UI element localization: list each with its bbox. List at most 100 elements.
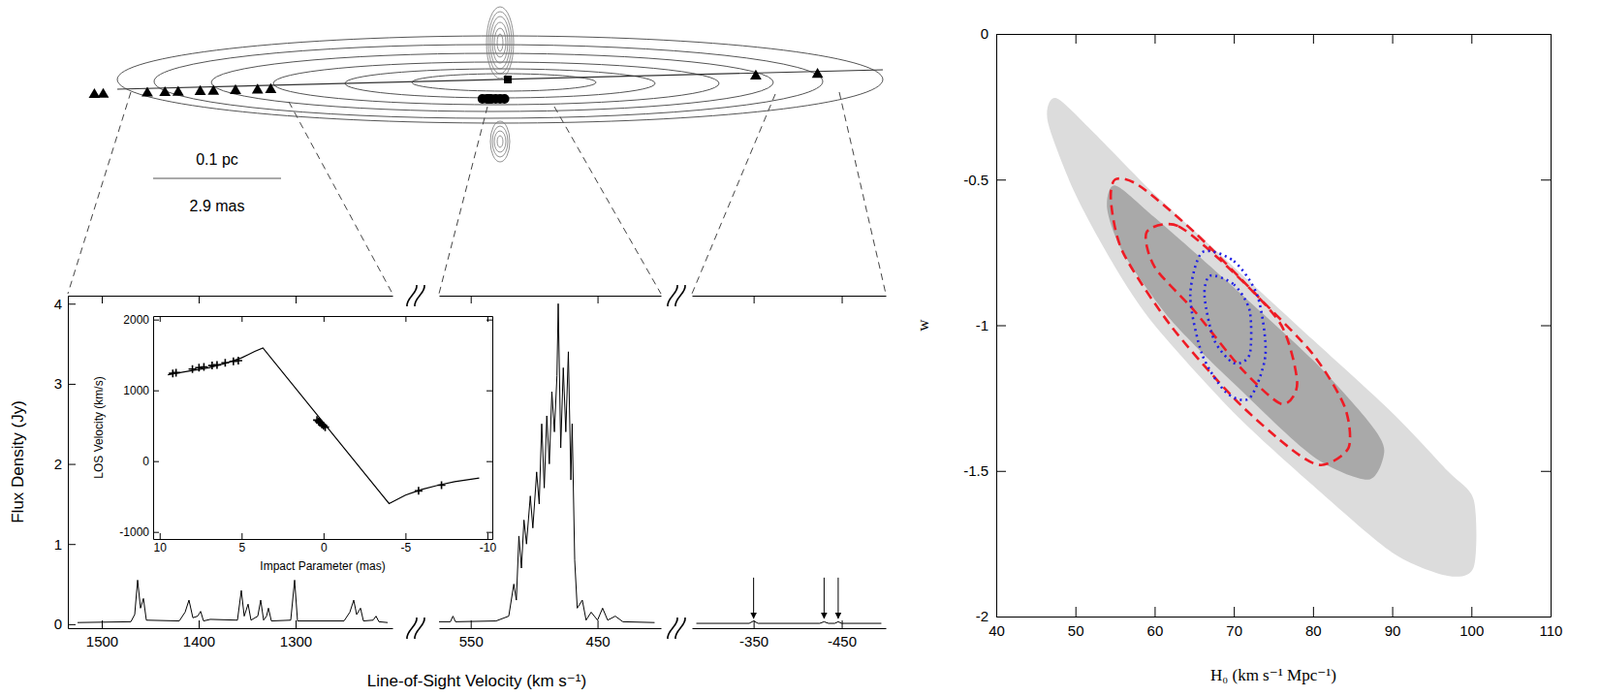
jet-contour xyxy=(497,33,503,52)
data-point xyxy=(234,356,243,365)
axis-break xyxy=(414,617,425,639)
axis-line xyxy=(67,296,69,629)
scale-label: 0.1 pc xyxy=(195,151,239,168)
connector xyxy=(67,92,131,294)
jet-contour xyxy=(490,16,510,69)
tick-mark xyxy=(1233,606,1235,617)
tick-label: -450 xyxy=(827,632,857,650)
tick-mark xyxy=(153,532,159,534)
tick xyxy=(486,461,493,463)
tick-mark xyxy=(487,315,489,322)
tick xyxy=(753,295,755,304)
tick-label: 1400 xyxy=(183,632,216,650)
data-point xyxy=(319,421,328,430)
tick-mark xyxy=(486,319,493,321)
axis xyxy=(1540,34,1552,618)
tick-mark xyxy=(1540,470,1551,472)
axis-line xyxy=(439,295,662,297)
disk-diagram: 0.1 pc 2.9 mas xyxy=(89,6,883,215)
tick-mark xyxy=(1154,33,1156,44)
tick: 3 xyxy=(54,375,76,392)
disk-ring xyxy=(411,73,597,92)
tick-mark xyxy=(486,532,493,534)
tick-mark xyxy=(67,543,76,545)
data-point xyxy=(414,486,423,495)
tick xyxy=(323,315,325,322)
maser-spot xyxy=(251,83,264,94)
tick-mark xyxy=(405,315,407,322)
tick-mark xyxy=(996,470,1006,472)
axis-line xyxy=(997,33,1552,35)
tick-mark xyxy=(996,325,1006,327)
maser-spot xyxy=(265,83,278,94)
tick-label: 5 xyxy=(238,540,246,555)
connector xyxy=(554,106,661,294)
tick-mark xyxy=(153,461,159,463)
axis-line xyxy=(153,316,155,540)
disk-midline xyxy=(117,69,883,90)
tick-label: 0 xyxy=(142,454,150,469)
tick-mark xyxy=(159,533,161,539)
axis-break-bg xyxy=(666,283,687,308)
tick-mark xyxy=(241,315,243,322)
tick-mark xyxy=(67,383,76,385)
axis-title: H₀ (km s⁻¹ Mpc⁻¹) xyxy=(1210,665,1337,685)
connector xyxy=(288,101,393,294)
tick-mark xyxy=(153,390,159,392)
plot-area xyxy=(167,347,479,504)
figure: 0.1 pc2.9 mas15001400130001234550450-350… xyxy=(0,0,1600,697)
tick xyxy=(486,532,493,534)
axis-line xyxy=(997,616,1552,618)
axis-line xyxy=(1550,34,1552,618)
tick-label: 1000 xyxy=(123,383,150,398)
tick: -10 xyxy=(479,533,498,555)
axis: -350 -450 xyxy=(692,620,887,650)
data-point xyxy=(438,481,446,490)
tick xyxy=(470,295,472,304)
scale-label: 2.9 mas xyxy=(189,197,246,215)
contour xyxy=(1190,250,1266,401)
axis-line xyxy=(692,295,887,297)
arrow xyxy=(837,577,839,619)
spectrum-line xyxy=(696,621,882,624)
axis-break-bg xyxy=(666,616,687,640)
axis-title: Impact Parameter (mas) xyxy=(259,559,385,573)
tick-mark xyxy=(1313,33,1315,44)
tick xyxy=(1154,33,1156,44)
tick-label: 110 xyxy=(1539,622,1564,639)
tick xyxy=(159,315,161,322)
tick-mark xyxy=(1075,33,1077,44)
maser-spot xyxy=(172,86,185,96)
jet-contour xyxy=(492,125,508,157)
axis-break-bg xyxy=(406,616,426,640)
tick-mark xyxy=(1471,33,1473,44)
tick-label: 50 xyxy=(1067,622,1085,639)
tick-label: 0 xyxy=(320,540,328,555)
tick: 450 xyxy=(586,620,611,650)
tick: 4 xyxy=(54,295,76,313)
tick-mark xyxy=(1392,606,1394,617)
data-point xyxy=(321,423,330,432)
tick-mark xyxy=(67,464,76,466)
spectrum-line xyxy=(77,579,388,623)
inset-background xyxy=(153,315,493,539)
tick: 550 xyxy=(459,620,484,650)
core-marker xyxy=(503,75,512,84)
tick-mark xyxy=(1540,33,1551,35)
tick-mark xyxy=(405,533,407,539)
tick-label: 2 xyxy=(54,455,63,472)
connector xyxy=(839,92,886,294)
data-point xyxy=(220,358,229,367)
contour xyxy=(1204,275,1252,364)
tick: -450 xyxy=(827,620,857,650)
tick-label: 3 xyxy=(54,375,63,392)
axis-break xyxy=(414,284,425,307)
tick-mark xyxy=(486,390,493,392)
tick-label: -350 xyxy=(739,632,769,650)
tick xyxy=(1392,33,1394,44)
tick: -5 xyxy=(401,533,412,555)
contour xyxy=(1046,97,1476,577)
tick: -1000 xyxy=(119,525,159,539)
tick: 1300 xyxy=(280,620,313,650)
tick: 90 xyxy=(1384,606,1402,639)
